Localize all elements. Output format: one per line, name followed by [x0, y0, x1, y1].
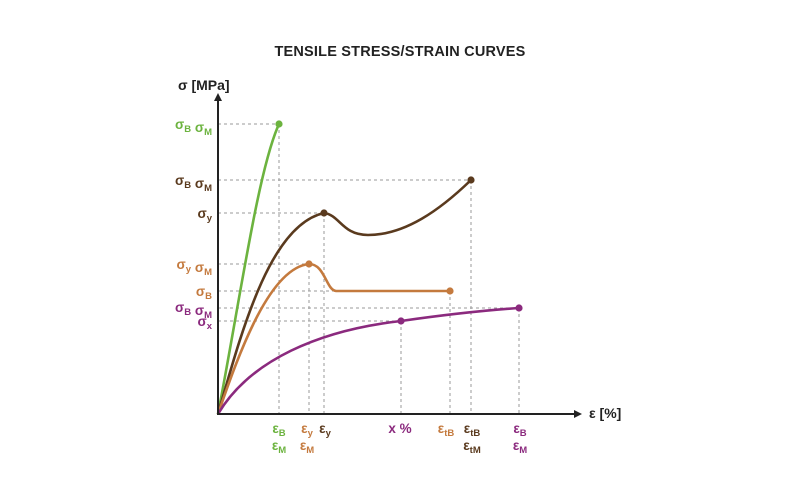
- x-label-text: εtB: [438, 421, 455, 439]
- x-label-text: εy: [319, 421, 331, 439]
- x-label-text: εB: [272, 421, 285, 439]
- y-label-orange-break: σB: [196, 284, 212, 302]
- y-label-text: σB: [196, 284, 212, 302]
- x-label-purple-x: x %: [388, 421, 411, 436]
- y-label-purple-top: σB σM: [175, 300, 212, 321]
- point-purple-break: [515, 304, 523, 312]
- x-axis-title: ε [%]: [589, 405, 621, 421]
- x-label-text: εM: [513, 438, 527, 456]
- x-label-text: εB: [513, 421, 526, 439]
- x-label-orange-tb: εtB: [438, 421, 455, 439]
- guide-lines: [218, 123, 520, 414]
- point-orange-yield: [305, 260, 313, 268]
- curve-darkbrown: [216, 179, 472, 415]
- y-labels: σB σM σB σM σy σy σM σB σB σM σx: [175, 117, 213, 332]
- chart-title: TENSILE STRESS/STRAIN CURVES: [274, 44, 526, 60]
- y-label-text: σB σM: [175, 300, 212, 321]
- curve-green: [216, 123, 281, 415]
- x-label-text: εy: [301, 421, 313, 439]
- x-label-text: εM: [272, 438, 286, 456]
- y-label-text: σB σM: [175, 117, 212, 138]
- y-label-orange-yield: σy σM: [177, 257, 213, 278]
- x-label-text: εM: [300, 438, 314, 456]
- y-label-purple-x: σx: [197, 314, 212, 332]
- curve-orange: [216, 262, 450, 415]
- x-label-text: εtB: [464, 421, 481, 439]
- y-label-brown-yield: σy: [197, 206, 212, 224]
- point-brown-break: [467, 176, 475, 184]
- y-axis-title: σ [MPa]: [178, 77, 230, 93]
- curve-purple: [216, 306, 520, 415]
- y-label-text: σB σM: [175, 173, 212, 194]
- x-label-text: εtM: [463, 438, 481, 456]
- point-brown-yield: [320, 209, 328, 217]
- point-orange-break: [446, 287, 454, 295]
- x-label-text: x %: [388, 421, 411, 436]
- y-label-green-top: σB σM: [175, 117, 212, 138]
- y-label-text: σx: [197, 314, 212, 332]
- x-label-brown-yield: εy: [319, 421, 331, 439]
- y-label-text: σy σM: [177, 257, 213, 278]
- y-label-text: σy: [197, 206, 212, 224]
- point-purple-x: [397, 317, 405, 325]
- y-label-brown-top: σB σM: [175, 173, 212, 194]
- point-green-break: [275, 120, 283, 128]
